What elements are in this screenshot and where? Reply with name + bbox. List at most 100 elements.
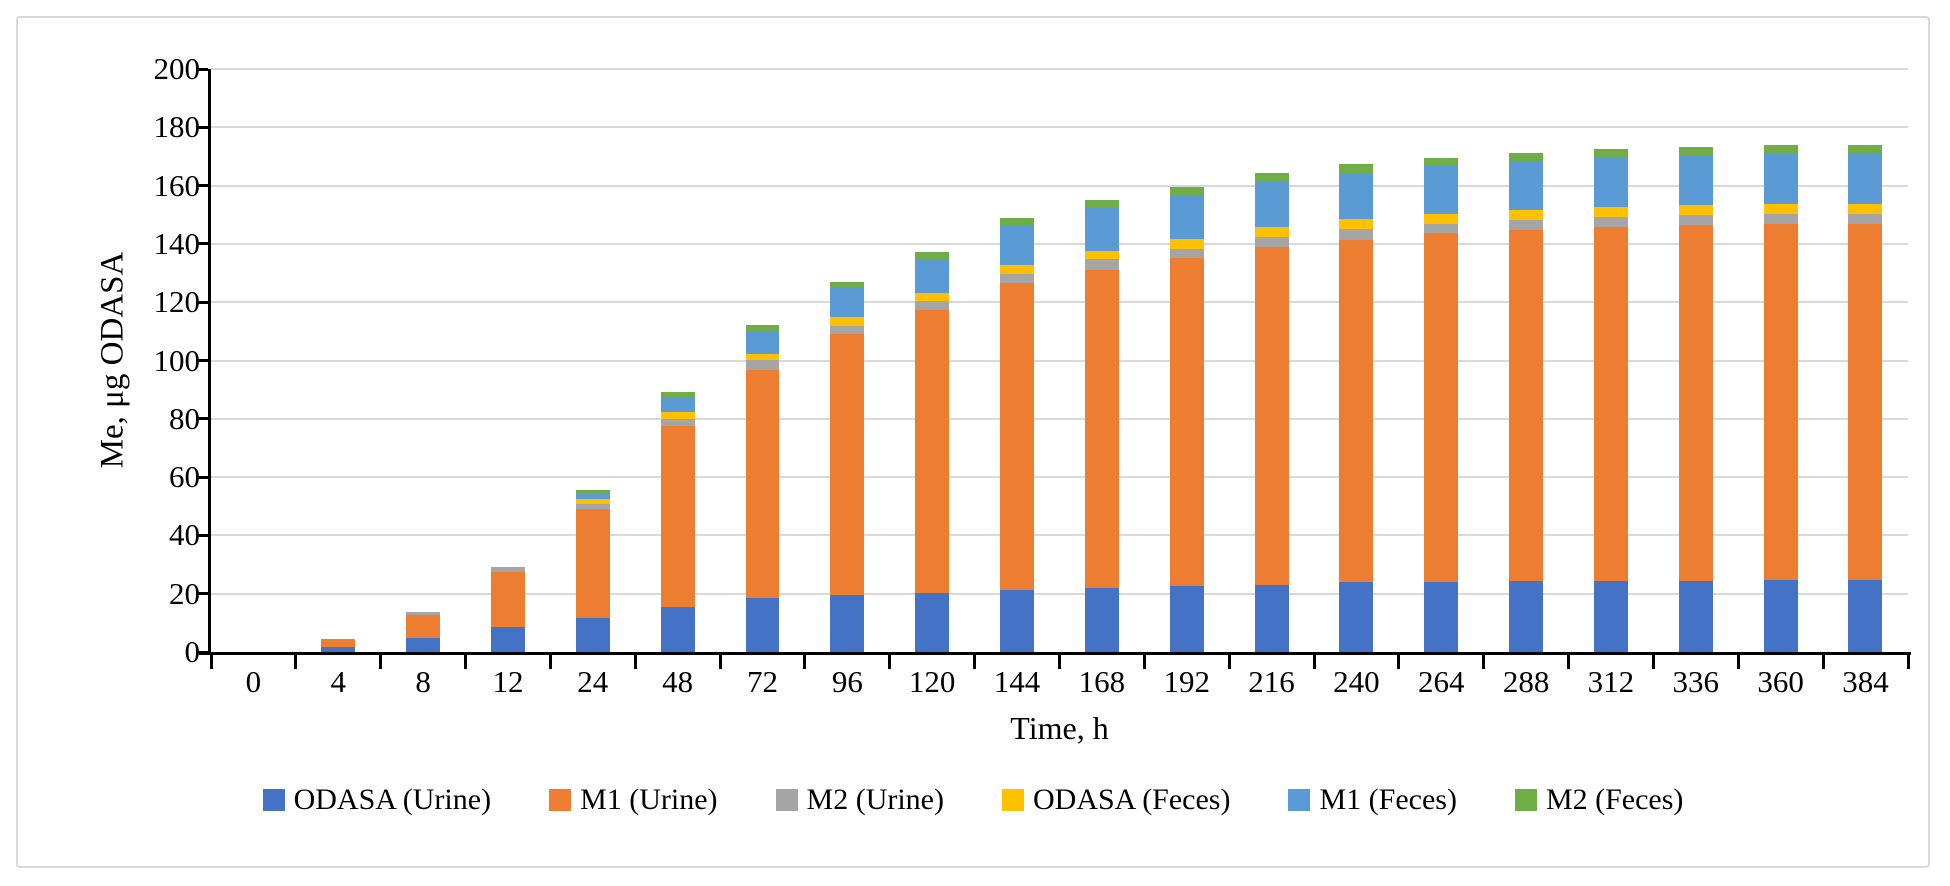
bar-segment: [830, 281, 865, 289]
x-tick-label: 24: [577, 664, 609, 699]
x-axis-tick: [1312, 655, 1316, 669]
bar-segment: [1848, 144, 1883, 153]
legend-item: M2 (Urine): [775, 783, 944, 817]
bar-segment: [1509, 210, 1544, 221]
bar-segment: [1254, 182, 1289, 228]
bar-segment: [1848, 152, 1883, 204]
stacked-bar-96h: [830, 281, 865, 652]
x-tick-label: 96: [831, 664, 863, 699]
bar-segment: [1254, 173, 1289, 183]
legend-label: ODASA (Feces): [1033, 783, 1231, 816]
x-axis-tick: [1736, 655, 1740, 669]
stacked-bar-48h: [660, 391, 695, 652]
y-tick-label: 80: [169, 400, 200, 436]
bar-segment: [1339, 582, 1374, 652]
bar-segment: [1763, 153, 1798, 205]
bar-segment: [660, 397, 695, 412]
x-tick-label: 8: [415, 664, 431, 699]
bar-segment: [1000, 265, 1034, 274]
x-axis-tick: [1142, 655, 1146, 669]
category-slot-48: [635, 69, 720, 652]
category-slot-120: [890, 69, 975, 652]
x-axis-tick: [1227, 655, 1231, 669]
bar-segment: [660, 391, 695, 398]
stacked-bar-72h: [745, 324, 780, 652]
legend-item: M1 (Feces): [1288, 783, 1457, 817]
bar-segment: [1424, 165, 1459, 215]
bar-segment: [1424, 157, 1459, 166]
bar-segment: [660, 418, 695, 427]
bar-segment: [1084, 207, 1119, 251]
bar-segment: [406, 637, 441, 652]
bar-segment: [1848, 580, 1883, 652]
gridline: [211, 417, 1908, 420]
category-slot-24: [550, 69, 635, 652]
bar-segment: [1339, 239, 1374, 583]
category-slot-384: [1823, 69, 1908, 652]
legend-label: M1 (Feces): [1319, 783, 1457, 816]
legend-label: M1 (Urine): [580, 783, 718, 816]
x-axis-tick: [888, 655, 892, 669]
bar-segment: [1678, 155, 1713, 206]
bar-segment: [1424, 223, 1459, 234]
x-axis-tick: [1397, 655, 1401, 669]
legend-swatch-icon: [1514, 789, 1537, 811]
bar-segment: [1169, 186, 1204, 196]
category-slot-4: [296, 69, 381, 652]
y-tick-label: 160: [153, 167, 201, 203]
gridline: [211, 476, 1908, 479]
y-axis-tick-labels: 0 20 40 60 80 100 120 140 160 180 200: [120, 51, 201, 669]
category-slot-96: [805, 69, 890, 652]
category-slot-8: [381, 69, 466, 652]
y-tick-label: 200: [153, 51, 201, 86]
bar-segment: [1254, 237, 1289, 248]
y-axis-tick: [198, 592, 208, 596]
x-tick-label: 384: [1842, 664, 1889, 699]
bar-segment: [1763, 214, 1798, 225]
stacked-bar-120h: [915, 251, 950, 652]
stacked-bar-192h: [1169, 186, 1204, 652]
x-tick-label: 144: [993, 664, 1041, 699]
bar-segment: [575, 508, 610, 619]
y-axis-tick: [198, 67, 208, 71]
y-axis-tick: [198, 650, 208, 654]
bar-segment: [1593, 148, 1628, 158]
bar-segment: [1678, 580, 1713, 652]
bar-segment: [490, 626, 525, 652]
bar-segment: [745, 370, 780, 599]
stacked-bar-168h: [1084, 199, 1119, 652]
bar-segment: [1593, 206, 1628, 218]
bar-segment: [406, 611, 441, 615]
bar-segment: [1593, 157, 1628, 207]
bar-segment: [575, 493, 610, 499]
x-tick-label: 192: [1163, 664, 1210, 699]
category-slot-192: [1144, 69, 1229, 652]
category-slot-144: [975, 69, 1060, 652]
bar-segment: [660, 426, 695, 608]
legend-item: ODASA (Urine): [262, 783, 492, 817]
y-tick-label: 180: [153, 109, 201, 145]
y-axis-line: [208, 69, 211, 655]
stacked-bar-4h: [321, 638, 356, 652]
x-tick-label: 72: [746, 664, 778, 699]
bar-segment: [1084, 250, 1119, 260]
bar-segment: [1000, 217, 1034, 226]
bar-segment: [915, 292, 950, 301]
y-tick-label: 140: [153, 225, 201, 261]
bar-segment: [1339, 229, 1374, 240]
category-slot-0: [211, 69, 296, 652]
legend-label: ODASA (Urine): [293, 783, 492, 816]
bar-segment: [1678, 146, 1713, 156]
gridline: [211, 126, 1908, 129]
bar-segment: [830, 288, 865, 318]
stacked-bar-24h: [575, 489, 610, 652]
legend-item: ODASA (Feces): [1002, 783, 1230, 817]
bar-segment: [1084, 259, 1119, 270]
x-axis-tick: [1567, 655, 1571, 669]
gridline: [211, 68, 1908, 70]
bar-segment: [1848, 223, 1883, 580]
x-tick-label: 336: [1672, 664, 1720, 699]
gridline: [211, 534, 1908, 537]
x-tick-label: 312: [1587, 664, 1635, 699]
x-tick-label: 288: [1502, 664, 1550, 699]
